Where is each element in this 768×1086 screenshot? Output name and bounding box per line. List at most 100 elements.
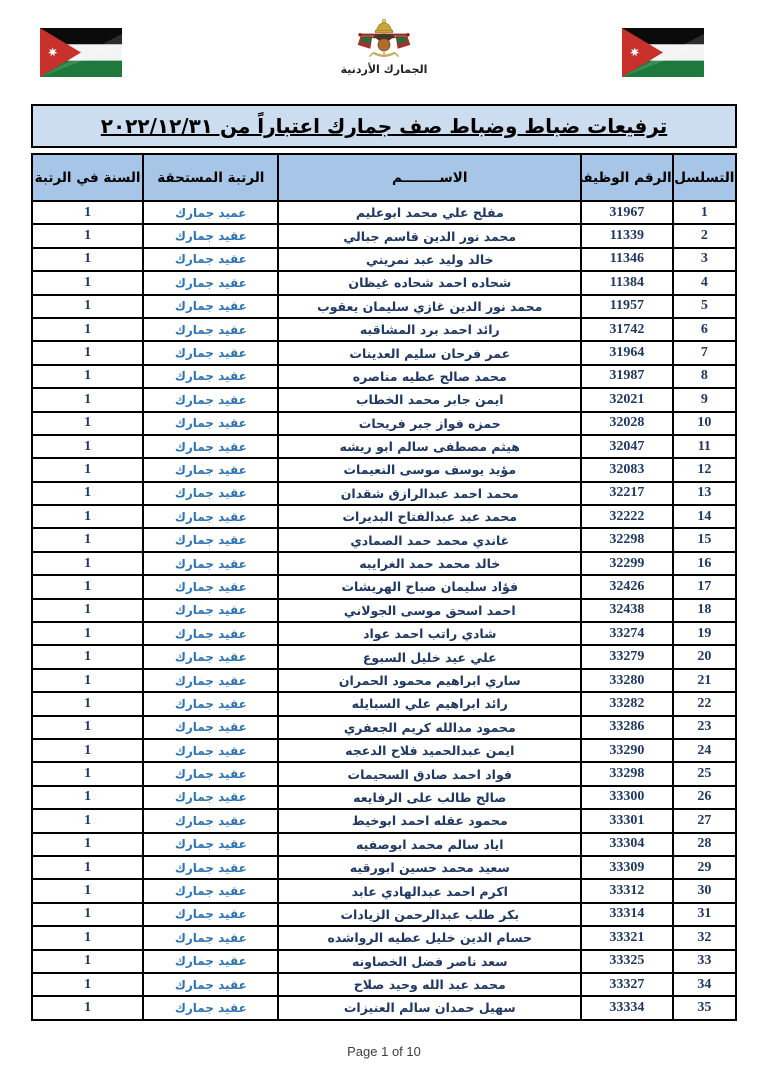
cell-emp: 33334 [580,995,674,1021]
cell-serial: 12 [671,457,738,483]
cell-year: 1 [30,784,145,811]
col-header-name: الاســــــــم [277,153,583,202]
cell-name: محمد عبد الله وحيد صلاح [277,971,583,998]
cell-year: 1 [30,293,145,319]
cell-rank: عميد جمارك [142,199,280,226]
cell-name: شحاده احمد شحاده غيظان [277,270,583,296]
cell-year: 1 [30,854,145,881]
table-row: 6 31742 رائد احمد برد المشاقبه عقيد جمارك 1 [30,316,738,343]
cell-emp: 32083 [580,457,674,483]
table-row: 29 33309 سعيد محمد حسين ابورقيه عقيد جمارك 1 [30,854,738,881]
cell-rank: عقيد جمارك [142,410,280,436]
cell-emp: 11957 [580,293,674,319]
cell-name: مؤيد يوسف موسى النعيمات [277,457,583,483]
cell-name: شادي راتب احمد عواد [277,621,583,647]
cell-serial: 1 [671,199,738,226]
cell-name: عمر فرحان سليم العدينات [277,340,583,366]
cell-emp: 32047 [580,433,674,460]
cell-emp: 33327 [580,971,674,998]
cell-year: 1 [30,714,145,741]
cell-serial: 15 [671,527,738,553]
cell-serial: 20 [671,644,738,670]
cell-year: 1 [30,387,145,413]
cell-name: ساري ابراهيم محمود الحمران [277,667,583,694]
cell-emp: 33325 [580,948,674,974]
cell-emp: 32222 [580,504,674,530]
cell-emp: 31967 [580,199,674,226]
table-row: 18 32438 احمد اسحق موسى الجولاني عقيد جمارك… [30,597,738,624]
cell-serial: 21 [671,667,738,694]
cell-serial: 25 [671,761,738,787]
cell-name: سعد ناصر فضل الخصاونه [277,948,583,974]
cell-name: اياد سالم محمد ابوصفيه [277,831,583,857]
emblem-block: الجمارك الأردنية [284,18,484,76]
cell-serial: 32 [671,925,738,951]
cell-serial: 10 [671,410,738,436]
cell-serial: 29 [671,854,738,881]
table-body: 1 31967 مفلح علي محمد ابوعليم عميد جمارك 1 2 1… [30,199,738,1021]
cell-emp: 33304 [580,831,674,857]
page-number: Page 1 of 10 [347,1044,421,1059]
cell-emp: 32298 [580,527,674,553]
cell-name: احمد اسحق موسى الجولاني [277,597,583,624]
promotions-table: التسلسل الرقم الوظيفي الاســــــــم الرت… [30,153,738,1021]
cell-rank: عقيد جمارك [142,644,280,670]
cell-serial: 19 [671,621,738,647]
cell-name: خالد وليد عبد نمريني [277,246,583,273]
table-row: 24 33290 ايمن عبدالحميد فلاح الدعجه عقيد جم… [30,737,738,764]
table-row: 33 33325 سعد ناصر فضل الخصاونه عقيد جمارك 1 [30,948,738,974]
promotions-table-section: ترفيعات ضباط وضباط صف جمارك اعتباراً من … [30,104,738,1021]
cell-rank: عقيد جمارك [142,691,280,717]
cell-emp: 33300 [580,784,674,811]
cell-name: رائد ابراهيم علي السبايله [277,691,583,717]
cell-rank: عقيد جمارك [142,457,280,483]
cell-rank: عقيد جمارك [142,831,280,857]
table-row: 31 33314 بكر طلب عبدالرحمن الزيادات عقيد جم… [30,901,738,928]
cell-serial: 28 [671,831,738,857]
table-row: 12 32083 مؤيد يوسف موسى النعيمات عقيد جمارك… [30,457,738,483]
cell-emp: 33286 [580,714,674,741]
cell-rank: عقيد جمارك [142,293,280,319]
cell-emp: 31964 [580,340,674,366]
table-row: 3 11346 خالد وليد عبد نمريني عقيد جمارك 1 [30,246,738,273]
cell-name: هيثم مصطفى سالم ابو ريشه [277,433,583,460]
cell-serial: 2 [671,223,738,249]
cell-serial: 13 [671,480,738,507]
cell-name: ايمن جابر محمد الخطاب [277,387,583,413]
cell-serial: 14 [671,504,738,530]
cell-rank: عقيد جمارك [142,316,280,343]
cell-name: صالح طالب على الرفايعه [277,784,583,811]
cell-year: 1 [30,831,145,857]
table-row: 19 33274 شادي راتب احمد عواد عقيد جمارك 1 [30,621,738,647]
table-row: 27 33301 محمود عقله احمد ابوخيط عقيد جمارك 1 [30,808,738,834]
cell-name: خالد محمد حمد الغرايبه [277,550,583,577]
cell-name: اكرم احمد عبدالهادي عابد [277,878,583,904]
cell-serial: 11 [671,433,738,460]
cell-year: 1 [30,270,145,296]
table-row: 5 11957 محمد نور الدين غازي سليمان يعقوب عق… [30,293,738,319]
cell-rank: عقيد جمارك [142,504,280,530]
cell-rank: عقيد جمارك [142,737,280,764]
header-row: التسلسل الرقم الوظيفي الاســــــــم الرت… [30,153,738,202]
cell-name: حسام الدين خليل عطيه الرواشده [277,925,583,951]
cell-rank: عقيد جمارك [142,714,280,741]
cell-rank: عقيد جمارك [142,621,280,647]
cell-serial: 30 [671,878,738,904]
cell-serial: 35 [671,995,738,1021]
cell-name: سعيد محمد حسين ابورقيه [277,854,583,881]
table-row: 30 33312 اكرم احمد عبدالهادي عابد عقيد جمار… [30,878,738,904]
cell-rank: عقيد جمارك [142,574,280,600]
table-row: 23 33286 محمود مدالله كريم الجعفري عقيد جما… [30,714,738,741]
cell-emp: 31742 [580,316,674,343]
cell-year: 1 [30,691,145,717]
table-row: 32 33321 حسام الدين خليل عطيه الرواشده عقيد… [30,925,738,951]
cell-year: 1 [30,901,145,928]
cell-emp: 33274 [580,621,674,647]
cell-emp: 32426 [580,574,674,600]
cell-year: 1 [30,925,145,951]
cell-serial: 22 [671,691,738,717]
cell-rank: عقيد جمارك [142,761,280,787]
cell-year: 1 [30,995,145,1021]
table-row: 11 32047 هيثم مصطفى سالم ابو ريشه عقيد جمار… [30,433,738,460]
